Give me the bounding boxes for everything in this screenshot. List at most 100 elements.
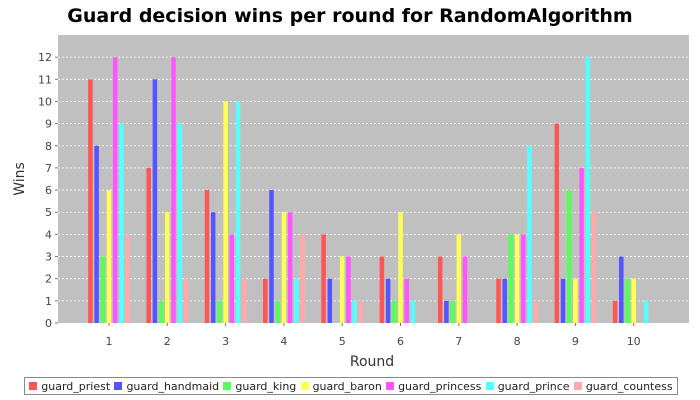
y-axis-label: Wins <box>12 162 28 196</box>
bar-guard_priest-round-10 <box>612 300 618 323</box>
y-tick-label: 8 <box>45 140 52 153</box>
legend-item-guard_handmaid: guard_handmaid <box>114 380 219 393</box>
bar-guard_handmaid-round-8 <box>502 278 507 323</box>
bar-guard_baron-round-9 <box>573 278 578 323</box>
bar-guard_princess-round-6 <box>404 278 409 323</box>
bar-guard_king-round-7 <box>450 300 455 323</box>
x-tick-label: 4 <box>280 335 287 348</box>
legend-swatch <box>223 382 232 390</box>
x-tick-label: 1 <box>106 335 113 348</box>
legend-swatch <box>573 382 582 390</box>
bar-guard_king-round-2 <box>158 300 164 323</box>
legend-swatch <box>300 382 309 390</box>
bar-guard_handmaid-round-3 <box>210 212 216 323</box>
y-tick-label: 7 <box>45 162 52 175</box>
bar-guard_king-round-1 <box>100 256 106 323</box>
bar-guard_princess-round-9 <box>579 167 584 323</box>
bar-guard_princess-round-4 <box>287 212 293 323</box>
y-tick-label: 2 <box>45 273 52 286</box>
bar-guard_handmaid-round-6 <box>385 278 391 323</box>
bar-guard_handmaid-round-2 <box>152 79 158 323</box>
bar-guard_princess-round-7 <box>462 256 468 323</box>
legend-item-guard_princess: guard_princess <box>386 380 481 393</box>
bar-guard_countess-round-1 <box>125 234 130 323</box>
bar-guard_princess-round-1 <box>112 57 118 324</box>
bar-guard_prince-round-2 <box>177 123 182 324</box>
bar-guard_baron-round-2 <box>165 212 170 323</box>
bar-guard_priest-round-1 <box>88 79 93 323</box>
y-tick-label: 4 <box>45 228 52 241</box>
y-tick-label: 12 <box>38 51 52 64</box>
legend-swatch <box>386 382 395 390</box>
bar-guard_baron-round-7 <box>456 234 462 323</box>
bar-guard_prince-round-4 <box>294 278 299 323</box>
bar-guard_handmaid-round-7 <box>444 300 449 323</box>
bar-guard_handmaid-round-10 <box>619 256 624 323</box>
chart-title: Guard decision wins per round for Random… <box>67 5 632 27</box>
legend-swatch <box>485 382 494 390</box>
x-axis-label: Round <box>350 354 394 370</box>
bar-guard_baron-round-1 <box>106 190 112 323</box>
legend-swatch <box>114 382 123 390</box>
bar-guard_baron-round-3 <box>223 101 228 324</box>
bar-guard_baron-round-5 <box>339 256 345 323</box>
legend-item-guard_king: guard_king <box>223 380 296 393</box>
bar-guard_handmaid-round-5 <box>327 278 333 323</box>
legend-item-guard_baron: guard_baron <box>300 379 382 393</box>
bar-guard_priest-round-9 <box>554 123 560 324</box>
bar-guard_princess-round-5 <box>346 256 351 323</box>
legend: guard_priest guard_handmaid guard_king guar… <box>24 377 678 395</box>
bar-guard_princess-round-8 <box>521 234 526 323</box>
legend-label: guard_king <box>235 379 297 393</box>
legend-label: guard_princess <box>398 379 482 393</box>
x-tick-label: 8 <box>514 335 521 348</box>
x-tick-label: 5 <box>339 335 346 348</box>
bars <box>88 57 649 324</box>
bar-guard_countess-round-9 <box>591 212 597 323</box>
bar-guard_countess-round-2 <box>183 278 189 323</box>
bar-guard_prince-round-3 <box>235 101 241 324</box>
bar-guard_prince-round-1 <box>119 123 124 324</box>
x-axis-ticks: 1 2 3 4 5 6 7 8 9 10 <box>106 323 641 348</box>
bar-guard_priest-round-7 <box>437 256 443 323</box>
bar-guard_countess-round-8 <box>533 300 538 323</box>
x-tick-label: 9 <box>572 335 579 348</box>
legend-swatch <box>29 382 38 390</box>
legend-item-guard_priest: guard_priest <box>29 380 110 393</box>
y-tick-label: 11 <box>38 73 52 86</box>
bar-guard_baron-round-10 <box>631 278 636 323</box>
legend-item-guard_countess: guard_countess <box>573 380 673 393</box>
x-tick-label: 6 <box>397 335 404 348</box>
legend-label: guard_baron <box>312 379 382 393</box>
bar-guard_king-round-9 <box>566 190 572 323</box>
bar-guard_prince-round-6 <box>410 300 416 323</box>
bar-guard_handmaid-round-1 <box>94 145 99 323</box>
y-tick-label: 1 <box>45 295 52 308</box>
bar-guard_countess-round-3 <box>241 278 247 323</box>
bar-guard_handmaid-round-9 <box>560 278 566 323</box>
bar-guard_priest-round-2 <box>146 167 151 323</box>
bar-guard_king-round-6 <box>392 300 397 323</box>
legend-label: guard_prince <box>497 379 570 393</box>
bar-guard_countess-round-5 <box>358 300 364 323</box>
bar-guard_king-round-3 <box>217 300 222 323</box>
legend-item-guard_prince: guard_prince <box>485 379 570 393</box>
bar-guard_priest-round-3 <box>204 190 210 323</box>
y-tick-label: 10 <box>38 95 52 108</box>
bar-guard_priest-round-8 <box>496 278 501 323</box>
bar-guard_countess-round-4 <box>300 234 305 323</box>
y-tick-label: 6 <box>45 184 52 197</box>
x-tick-label: 7 <box>455 335 462 348</box>
bar-guard_priest-round-4 <box>263 278 268 323</box>
bar-guard_prince-round-8 <box>527 145 532 323</box>
bar-guard_prince-round-10 <box>643 300 649 323</box>
bar-guard_princess-round-2 <box>171 57 176 324</box>
bar-guard_king-round-10 <box>625 278 630 323</box>
y-tick-label: 3 <box>45 251 52 264</box>
bar-guard_prince-round-9 <box>585 57 591 324</box>
bar-guard_priest-round-5 <box>321 234 326 323</box>
y-tick-label: 9 <box>45 118 52 131</box>
bar-guard_handmaid-round-4 <box>269 190 274 323</box>
